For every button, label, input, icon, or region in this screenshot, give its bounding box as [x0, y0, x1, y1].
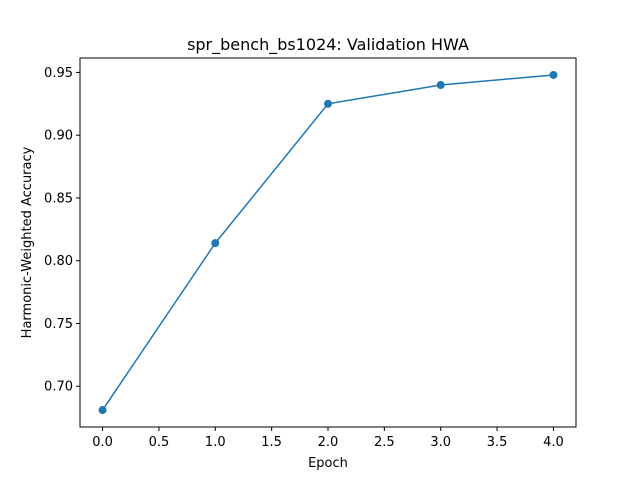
data-point [436, 80, 445, 89]
data-point [324, 99, 332, 108]
plot-area [80, 58, 576, 427]
x-tick-label: 2.5 [374, 435, 395, 450]
series [98, 70, 558, 415]
x-tick-label: 3.0 [430, 435, 451, 450]
data-point [549, 70, 558, 79]
x-tick-label: 2.0 [318, 435, 339, 450]
ticks: 0.0 0.5 1.0 1.5 2.0 2.5 3.0 3.5 4.0 0.70 0.75 0.80 0… [44, 66, 564, 450]
x-tick-label: 4.0 [543, 435, 564, 450]
y-tick-label: 0.90 [44, 129, 73, 144]
y-tick-label: 0.85 [44, 191, 73, 206]
x-axis-label: Epoch [308, 456, 348, 471]
x-tick-label: 0.0 [92, 435, 113, 450]
x-tick-label: 0.5 [149, 435, 170, 450]
x-tick-label: 1.0 [205, 435, 226, 450]
y-tick-label: 0.95 [44, 66, 73, 81]
data-point [98, 406, 107, 415]
x-tick-label: 1.5 [261, 435, 282, 450]
x-tick-label: 3.5 [487, 435, 508, 450]
y-axis-label: Harmonic-Weighted Accuracy [20, 146, 35, 338]
y-tick-label: 0.75 [44, 317, 73, 332]
data-point [211, 239, 220, 248]
plot-frame [79, 57, 577, 428]
y-tick-label: 0.80 [44, 254, 73, 269]
y-tick-label: 0.70 [44, 380, 73, 395]
chart-title: spr_bench_bs1024: Validation HWA [187, 35, 469, 55]
